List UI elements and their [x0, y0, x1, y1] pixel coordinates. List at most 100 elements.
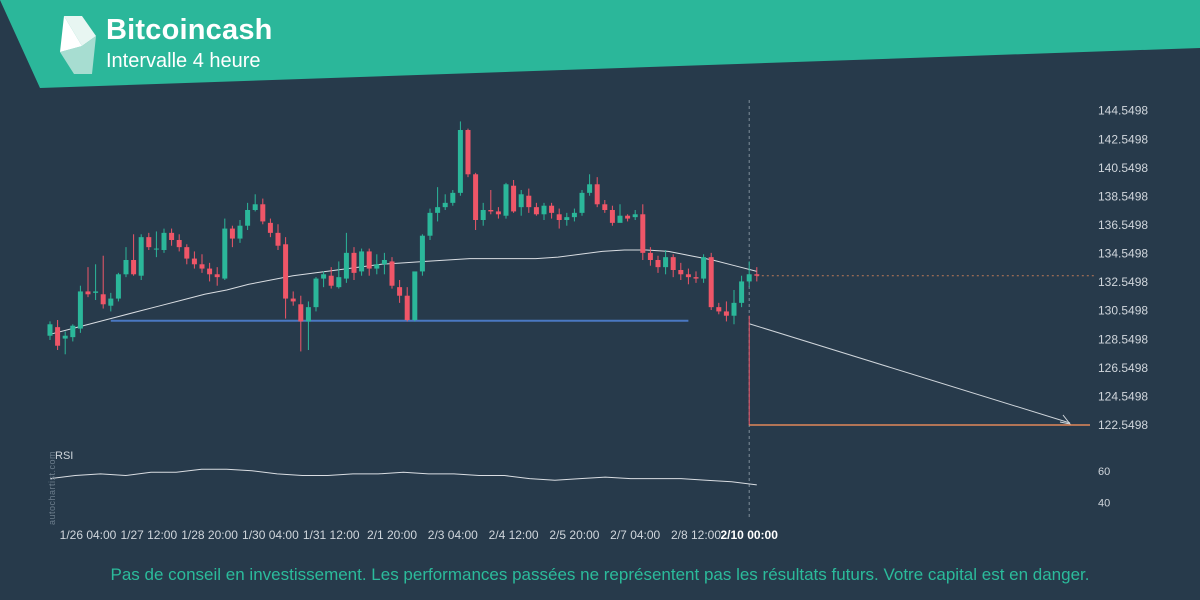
candle-body	[283, 244, 289, 299]
candle-body	[419, 235, 425, 272]
candle-body	[549, 205, 555, 213]
candle	[328, 267, 334, 289]
candle-body	[587, 184, 593, 193]
candle	[556, 208, 562, 229]
rsi-line	[49, 468, 757, 486]
candle-body	[343, 252, 349, 279]
candle	[663, 250, 669, 275]
candle-body	[625, 215, 631, 219]
y-tick-label: 132.5498	[1098, 275, 1148, 289]
candle	[290, 291, 296, 306]
candle	[123, 247, 129, 278]
candle-body	[594, 184, 600, 205]
candle	[632, 210, 638, 220]
candle	[602, 200, 608, 213]
candle-body	[511, 185, 517, 212]
candle	[260, 198, 266, 225]
candle-body	[670, 257, 676, 270]
candle-body	[450, 192, 456, 203]
candle	[47, 321, 53, 340]
candle-body	[267, 222, 273, 233]
candle-body	[260, 204, 266, 222]
disclaimer: Pas de conseil en investissement. Les pe…	[110, 565, 1090, 584]
candle	[541, 202, 547, 220]
candle	[533, 202, 539, 216]
candle-body	[298, 304, 304, 322]
candle-body	[609, 210, 615, 223]
candle-body	[427, 212, 433, 236]
chart-subtitle: Intervalle 4 heure	[106, 50, 261, 72]
x-tick-label: 2/5 20:00	[549, 528, 599, 542]
candle	[108, 292, 114, 312]
candle-body	[655, 260, 661, 268]
candle-body	[131, 260, 137, 275]
x-tick-label: 2/4 12:00	[489, 528, 539, 542]
y-tick-label: 142.5498	[1098, 132, 1148, 146]
candle-body	[412, 271, 418, 320]
candle	[169, 228, 175, 246]
candle-body	[457, 130, 463, 193]
candle-body	[541, 205, 547, 215]
candle	[708, 252, 714, 310]
moving-average-path	[49, 249, 757, 335]
rsi-tick-label: 60	[1098, 466, 1110, 478]
candle-body	[351, 252, 357, 273]
candle	[191, 251, 197, 269]
candle-body	[731, 302, 737, 316]
candle-body	[617, 215, 623, 223]
header-band	[0, 0, 1200, 88]
candle	[731, 290, 737, 325]
candle-body	[176, 240, 182, 248]
candle-body	[146, 237, 152, 248]
y-tick-label: 134.5498	[1098, 247, 1148, 261]
candle	[442, 194, 448, 210]
x-tick-label: 1/30 04:00	[242, 528, 299, 542]
candle-body	[739, 281, 745, 303]
candle	[594, 177, 600, 208]
candle	[176, 234, 182, 252]
candle	[617, 204, 623, 223]
crosshair	[748, 100, 1094, 520]
candle	[625, 214, 631, 222]
candle	[62, 331, 68, 355]
y-tick-label: 122.5498	[1098, 418, 1148, 432]
x-tick-label: 2/1 20:00	[367, 528, 417, 542]
y-axis-ticks: 144.5498 142.5498 140.5498 138.5498 136.5498…	[1098, 104, 1148, 432]
candle	[252, 194, 258, 212]
candle-body	[169, 232, 175, 240]
y-tick-label: 124.5498	[1098, 389, 1148, 403]
x-axis-ticks: 1/26 04:00 1/27 12:00 1/28 20:00 1/30 04:00…	[60, 528, 779, 542]
candle-body	[754, 274, 760, 276]
candle-body	[229, 228, 235, 239]
rsi-panel: RSI 60 40	[49, 450, 1110, 509]
watermark: autochartist.com	[47, 450, 57, 525]
candle-body	[108, 298, 114, 306]
y-tick-label: 144.5498	[1098, 104, 1148, 118]
candle-body	[404, 295, 410, 320]
y-tick-label: 128.5498	[1098, 332, 1148, 346]
candle	[115, 272, 121, 302]
candle	[366, 248, 372, 276]
candle-body	[716, 307, 722, 312]
candle-body	[207, 268, 213, 275]
candle-body	[313, 278, 319, 308]
candle	[716, 302, 722, 315]
candle-body	[602, 204, 608, 210]
candle	[746, 261, 752, 288]
candle	[222, 218, 228, 280]
candle	[701, 254, 707, 283]
x-tick-label: 1/26 04:00	[60, 528, 117, 542]
candle	[321, 271, 327, 288]
candle-body	[359, 251, 365, 272]
candle	[146, 232, 152, 250]
candle	[564, 212, 570, 226]
candle-body	[746, 274, 752, 282]
x-tick-label: 2/7 04:00	[610, 528, 660, 542]
candle-body	[442, 202, 448, 208]
candle-body	[708, 257, 714, 308]
candle-body	[663, 257, 669, 268]
x-tick-label: 1/28 20:00	[181, 528, 238, 542]
x-tick-label: 1/31 12:00	[303, 528, 360, 542]
candle-body	[473, 174, 479, 220]
candle-body	[70, 325, 76, 338]
